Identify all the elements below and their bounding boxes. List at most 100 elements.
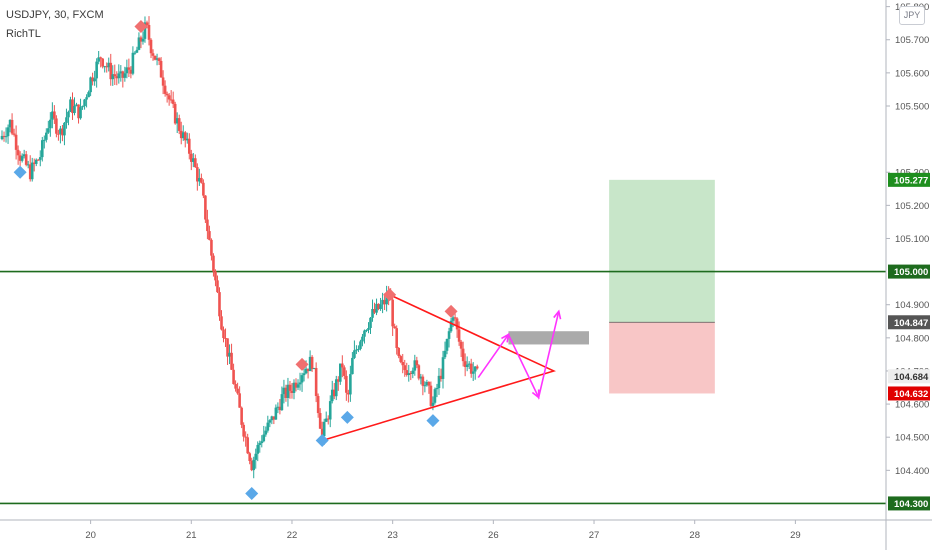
candle-body <box>286 384 290 398</box>
price-tick-label: 104.900 <box>895 300 929 311</box>
candle-body <box>204 195 207 220</box>
candle-body <box>417 365 421 379</box>
candle-body <box>53 111 56 119</box>
candle-body <box>413 360 417 371</box>
price-tick-label: 104.500 <box>895 433 929 444</box>
candle-body <box>232 369 235 385</box>
candle-body <box>347 392 350 395</box>
pivot-high-marker[interactable] <box>444 304 458 318</box>
candle-body <box>137 37 141 50</box>
candle-body <box>385 294 388 305</box>
candle-body <box>244 436 247 438</box>
candle-body <box>288 384 292 391</box>
candle-body <box>105 66 109 68</box>
triangle-pattern[interactable] <box>321 294 556 442</box>
candle-body <box>234 384 237 389</box>
candle-body <box>381 299 384 305</box>
candle-body <box>399 356 403 363</box>
candle-body <box>359 341 362 349</box>
candle-body <box>171 99 175 104</box>
candle-body <box>298 382 302 385</box>
candle-body <box>153 55 157 60</box>
pivot-low-marker[interactable] <box>315 434 329 448</box>
candle-body <box>198 177 201 182</box>
pivot-low-marker[interactable] <box>245 487 259 501</box>
time-tick-label: 22 <box>287 530 298 541</box>
stop-price-tag: 104.632 <box>894 389 928 400</box>
candle-body <box>304 368 308 374</box>
candle-body <box>157 58 161 61</box>
time-tick-label: 27 <box>589 530 600 541</box>
candle-body <box>355 349 358 351</box>
projection-path[interactable] <box>477 311 560 400</box>
price-tick-label: 105.200 <box>895 201 929 212</box>
candle-body <box>103 66 107 68</box>
candle-body <box>71 99 74 114</box>
pivot-low-marker[interactable] <box>13 165 27 179</box>
candle-body <box>365 329 368 331</box>
candle-body <box>109 62 113 80</box>
candle-body <box>196 167 199 182</box>
last-price-tag-bg <box>888 369 930 384</box>
candle-body <box>375 303 378 313</box>
candle-body <box>308 356 312 372</box>
candle-body <box>22 154 26 157</box>
candle-body <box>447 331 451 339</box>
candle-body <box>45 132 48 140</box>
candle-body <box>401 362 405 366</box>
candle-body <box>361 336 364 342</box>
candle-body <box>351 357 354 375</box>
candle-body <box>469 363 473 374</box>
candle-body <box>278 406 282 411</box>
candle-body <box>391 299 394 327</box>
candle-body <box>236 388 239 394</box>
candle-body <box>455 318 459 330</box>
pivot-low-marker[interactable] <box>340 410 354 424</box>
currency-badge[interactable]: JPY <box>899 6 925 25</box>
candle-body <box>91 77 94 82</box>
candle-body <box>67 111 70 118</box>
candle-body <box>51 111 54 120</box>
candle-body <box>135 49 139 53</box>
candle-body <box>145 22 149 26</box>
candle-body <box>431 402 435 406</box>
candle-body <box>284 387 288 398</box>
candle-body <box>330 389 334 402</box>
pivot-high-marker[interactable] <box>383 288 397 302</box>
candle-body <box>151 53 155 56</box>
candle-body <box>471 371 475 374</box>
candle-body <box>95 61 98 79</box>
entry-price-tag-bg <box>888 315 930 330</box>
candle-body <box>411 370 415 374</box>
candle-body <box>383 299 386 305</box>
candle-body <box>403 365 407 371</box>
price-tick-label: 104.600 <box>895 400 929 411</box>
candle-body <box>59 128 62 134</box>
candle-body <box>252 459 256 471</box>
candle-body <box>226 338 229 357</box>
time-tick-label: 20 <box>85 530 96 541</box>
entry-price-tag: 104.847 <box>894 318 928 329</box>
candle-body <box>439 375 443 379</box>
candle-body <box>208 231 211 240</box>
stop-zone <box>609 322 715 394</box>
projection-arrowhead <box>553 309 562 320</box>
candle-body <box>276 406 280 408</box>
candle-body <box>254 453 258 460</box>
pivot-low-marker[interactable] <box>426 414 440 428</box>
candle-body <box>294 382 298 388</box>
candle-body <box>324 418 328 422</box>
candle-body <box>179 130 183 139</box>
pivot-high-marker[interactable] <box>134 19 148 33</box>
candle-body <box>113 74 117 77</box>
candle-body <box>445 338 449 351</box>
pivot-high-marker[interactable] <box>295 357 309 371</box>
candle-body <box>369 317 372 328</box>
candle-body <box>322 421 326 437</box>
candle-body <box>349 374 352 395</box>
candle-body <box>30 162 34 180</box>
target-price-tag-bg <box>888 172 930 187</box>
candle-body <box>222 329 225 339</box>
